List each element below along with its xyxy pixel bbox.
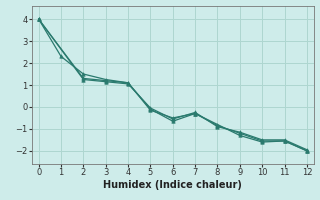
X-axis label: Humidex (Indice chaleur): Humidex (Indice chaleur): [103, 180, 242, 190]
